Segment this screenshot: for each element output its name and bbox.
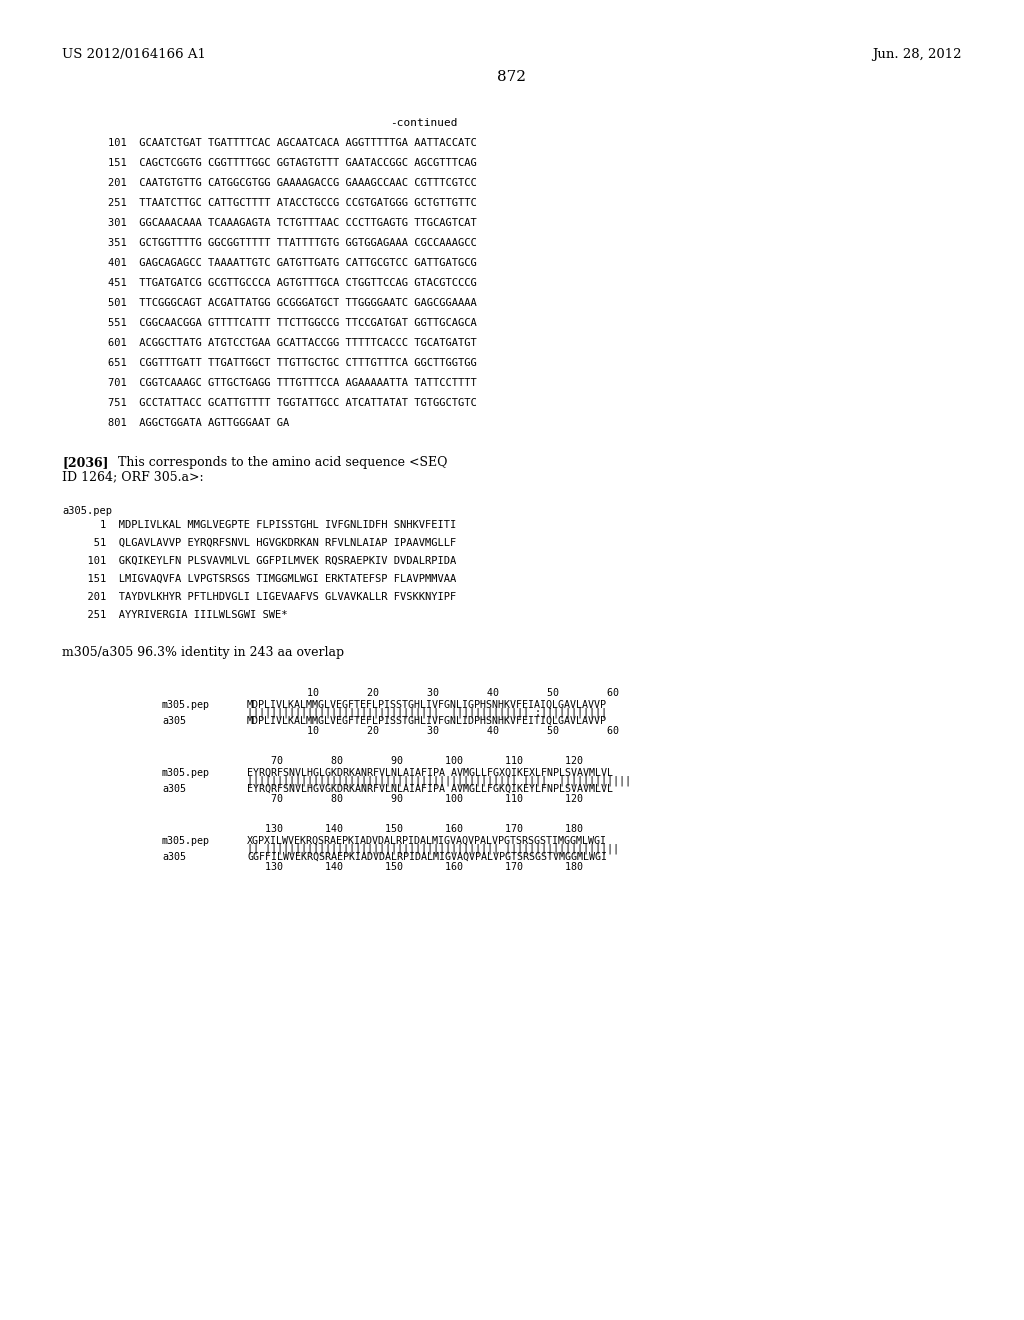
Text: -continued: -continued xyxy=(390,117,458,128)
Text: 130       140       150       160       170       180: 130 140 150 160 170 180 xyxy=(247,824,583,834)
Text: 1  MDPLIVLKAL MMGLVEGPTE FLPISSTGHL IVFGNLIDFH SNHKVFEITI: 1 MDPLIVLKAL MMGLVEGPTE FLPISSTGHL IVFGN… xyxy=(75,520,457,531)
Text: XGPXILWVEKRQSRAEPKIADVDALRPIDALMIGVAQVPALVPGTSRSGSTIMGGMLWGI: XGPXILWVEKRQSRAEPKIADVDALRPIDALMIGVAQVPA… xyxy=(247,836,607,846)
Text: m305.pep: m305.pep xyxy=(162,700,210,710)
Text: a305: a305 xyxy=(162,784,186,795)
Text: m305.pep: m305.pep xyxy=(162,836,210,846)
Text: ID 1264; ORF 305.a>:: ID 1264; ORF 305.a>: xyxy=(62,470,204,483)
Text: 151  CAGCTCGGTG CGGTTTTGGC GGTAGTGTTT GAATACCGGC AGCGTTTCAG: 151 CAGCTCGGTG CGGTTTTGGC GGTAGTGTTT GAA… xyxy=(108,158,477,168)
Text: 70        80        90       100       110       120: 70 80 90 100 110 120 xyxy=(247,756,583,766)
Text: 10        20        30        40        50        60: 10 20 30 40 50 60 xyxy=(247,726,618,737)
Text: m305/a305 96.3% identity in 243 aa overlap: m305/a305 96.3% identity in 243 aa overl… xyxy=(62,645,344,659)
Text: 201  CAATGTGTTG CATGGCGTGG GAAAAGACCG GAAAGCCAAC CGTTTCGTCC: 201 CAATGTGTTG CATGGCGTGG GAAAAGACCG GAA… xyxy=(108,178,477,187)
Text: [2036]: [2036] xyxy=(62,455,109,469)
Text: MDPLIVLKALMMGLVEGFTEFLPISSTGHLIVFGNLIDPHSNHKVFEITIQLGAVLAVVP: MDPLIVLKALMMGLVEGFTEFLPISSTGHLIVFGNLIDPH… xyxy=(247,715,607,726)
Text: 10        20        30        40        50        60: 10 20 30 40 50 60 xyxy=(247,688,618,698)
Text: 351  GCTGGTTTTG GGCGGTTTTT TTATTTTGTG GGTGGAGAAA CGCCAAAGCC: 351 GCTGGTTTTG GGCGGTTTTT TTATTTTGTG GGT… xyxy=(108,238,477,248)
Text: EYRQRFSNVLHGLGKDRKANRFVLNLAIAFIPA AVMGLLFGXQIKEXLFNPLSVAVMLVL: EYRQRFSNVLHGLGKDRKANRFVLNLAIAFIPA AVMGLL… xyxy=(247,768,613,777)
Text: 751  GCCTATTACC GCATTGTTTT TGGTATTGCC ATCATTATAT TGTGGCTGTC: 751 GCCTATTACC GCATTGTTTT TGGTATTGCC ATC… xyxy=(108,399,477,408)
Text: || ||||||||||||||||||||||||||||||||||||||| |||||||||||||||||||: || |||||||||||||||||||||||||||||||||||||… xyxy=(247,843,618,854)
Text: EYRQRFSNVLHGVGKDRKANRFVLNLAIAFIPA AVMGLLFGKQIKEYLFNPLSVAVMLVL: EYRQRFSNVLHGVGKDRKANRFVLNLAIAFIPA AVMGLL… xyxy=(247,784,613,795)
Text: 101  GKQIKEYLFN PLSVAVMLVL GGFPILMVEK RQSRAEPKIV DVDALRPIDA: 101 GKQIKEYLFN PLSVAVMLVL GGFPILMVEK RQS… xyxy=(75,556,457,566)
Text: 151  LMIGVAQVFA LVPGTSRSGS TIMGGMLWGI ERKTATEFSP FLAVPMMVAA: 151 LMIGVAQVFA LVPGTSRSGS TIMGGMLWGI ERK… xyxy=(75,574,457,583)
Text: 551  CGGCAACGGA GTTTTCATTT TTCTTGGCCG TTCCGATGAT GGTTGCAGCA: 551 CGGCAACGGA GTTTTCATTT TTCTTGGCCG TTC… xyxy=(108,318,477,327)
Text: ||||||||||||||||||||||||||||||||  ||||||||||||| :|||||||||||: |||||||||||||||||||||||||||||||| |||||||… xyxy=(247,708,607,718)
Text: 651  CGGTTTGATT TTGATTGGCT TTGTTGCTGC CTTTGTTTCA GGCTTGGTGG: 651 CGGTTTGATT TTGATTGGCT TTGTTGCTGC CTT… xyxy=(108,358,477,368)
Text: ||||||||||||||||||||||||||||||||||||||||||||| ||||  ||||||||||||: ||||||||||||||||||||||||||||||||||||||||… xyxy=(247,776,631,787)
Text: 251  AYYRIVERGIA IIILWLSGWI SWE*: 251 AYYRIVERGIA IIILWLSGWI SWE* xyxy=(75,610,288,620)
Text: 501  TTCGGGCAGT ACGATTATGG GCGGGATGCT TTGGGGAATC GAGCGGAAAA: 501 TTCGGGCAGT ACGATTATGG GCGGGATGCT TTG… xyxy=(108,298,477,308)
Text: 801  AGGCTGGATA AGTTGGGAAT GA: 801 AGGCTGGATA AGTTGGGAAT GA xyxy=(108,418,289,428)
Text: 451  TTGATGATCG GCGTTGCCCA AGTGTTTGCA CTGGTTCCAG GTACGTCCCG: 451 TTGATGATCG GCGTTGCCCA AGTGTTTGCA CTG… xyxy=(108,279,477,288)
Text: 70        80        90       100       110       120: 70 80 90 100 110 120 xyxy=(247,795,583,804)
Text: 51  QLGAVLAVVP EYRQRFSNVL HGVGKDRKAN RFVLNLAIAP IPAAVMGLLF: 51 QLGAVLAVVP EYRQRFSNVL HGVGKDRKAN RFVL… xyxy=(75,539,457,548)
Text: m305.pep: m305.pep xyxy=(162,768,210,777)
Text: a305: a305 xyxy=(162,851,186,862)
Text: 701  CGGTCAAAGC GTTGCTGAGG TTTGTTTCCA AGAAAAATTA TATTCCTTTT: 701 CGGTCAAAGC GTTGCTGAGG TTTGTTTCCA AGA… xyxy=(108,378,477,388)
Text: Jun. 28, 2012: Jun. 28, 2012 xyxy=(872,48,962,61)
Text: MDPLIVLKALMMGLVEGFTEFLPISSTGHLIVFGNLIGPHSNHKVFEIAIQLGAVLAVVP: MDPLIVLKALMMGLVEGFTEFLPISSTGHLIVFGNLIGPH… xyxy=(247,700,607,710)
Text: a305.pep: a305.pep xyxy=(62,506,112,516)
Text: a305: a305 xyxy=(162,715,186,726)
Text: This corresponds to the amino acid sequence <SEQ: This corresponds to the amino acid seque… xyxy=(118,455,447,469)
Text: 130       140       150       160       170       180: 130 140 150 160 170 180 xyxy=(247,862,583,873)
Text: 201  TAYDVLKHYR PFTLHDVGLI LIGEVAAFVS GLVAVKALLR FVSKKNYIPF: 201 TAYDVLKHYR PFTLHDVGLI LIGEVAAFVS GLV… xyxy=(75,591,457,602)
Text: 601  ACGGCTTATG ATGTCCTGAA GCATTACCGG TTTTTCACCC TGCATGATGT: 601 ACGGCTTATG ATGTCCTGAA GCATTACCGG TTT… xyxy=(108,338,477,348)
Text: 872: 872 xyxy=(498,70,526,84)
Text: 401  GAGCAGAGCC TAAAATTGTC GATGTTGATG CATTGCGTCC GATTGATGCG: 401 GAGCAGAGCC TAAAATTGTC GATGTTGATG CAT… xyxy=(108,257,477,268)
Text: 251  TTAATCTTGC CATTGCTTTT ATACCTGCCG CCGTGATGGG GCTGTTGTTC: 251 TTAATCTTGC CATTGCTTTT ATACCTGCCG CCG… xyxy=(108,198,477,209)
Text: 101  GCAATCTGAT TGATTTTCAC AGCAATCACA AGGTTTTTGA AATTACCATC: 101 GCAATCTGAT TGATTTTCAC AGCAATCACA AGG… xyxy=(108,139,477,148)
Text: 301  GGCAAACAAA TCAAAGAGTA TCTGTTTAAC CCCTTGAGTG TTGCAGTCAT: 301 GGCAAACAAA TCAAAGAGTA TCTGTTTAAC CCC… xyxy=(108,218,477,228)
Text: US 2012/0164166 A1: US 2012/0164166 A1 xyxy=(62,48,206,61)
Text: GGFFILWVEKRQSRAEPKIADVDALRPIDALMIGVAQVPALVPGTSRSGSTVMGGMLWGI: GGFFILWVEKRQSRAEPKIADVDALRPIDALMIGVAQVPA… xyxy=(247,851,607,862)
